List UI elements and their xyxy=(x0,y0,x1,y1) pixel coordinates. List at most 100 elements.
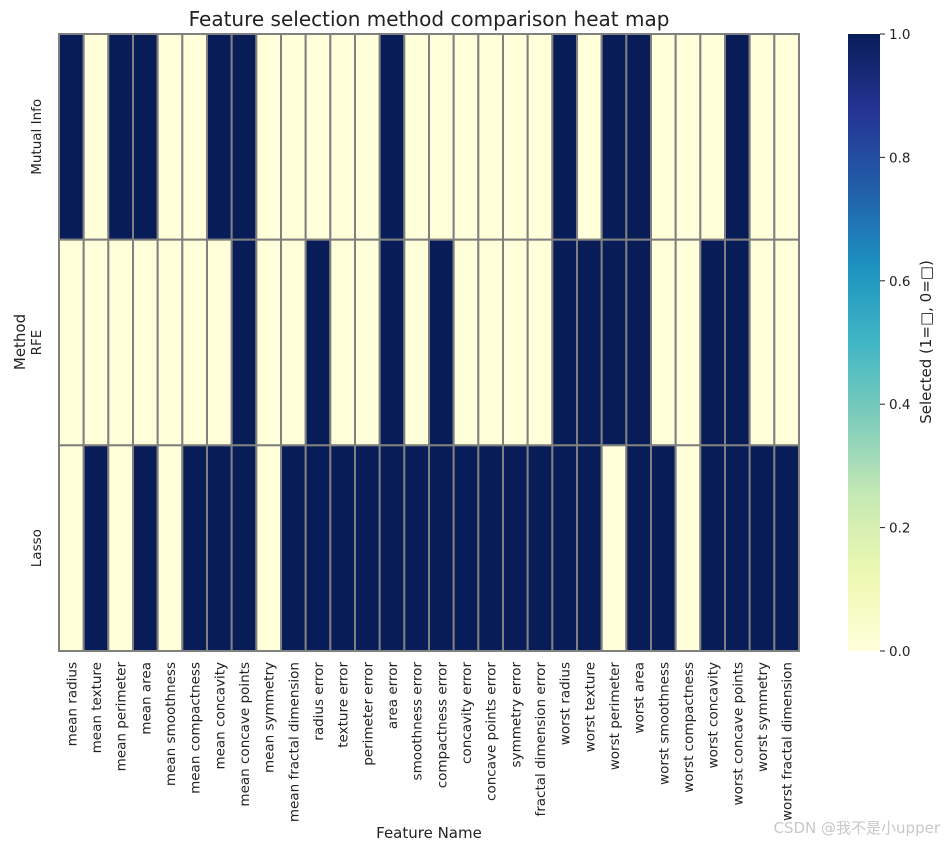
x-tick-label: mean texture xyxy=(89,662,105,753)
heatmap-cell xyxy=(280,33,307,241)
heatmap-cell xyxy=(724,444,751,653)
heatmap-cell xyxy=(650,238,677,447)
heatmap-cell xyxy=(748,33,776,241)
heatmap-cell xyxy=(625,444,652,653)
x-tick-label: concave points error xyxy=(484,662,500,801)
heatmap-cell xyxy=(699,33,726,241)
heatmap-cell xyxy=(82,444,110,653)
heatmap-cell xyxy=(477,33,505,241)
heatmap-cell xyxy=(354,238,381,447)
chart-title: Feature selection method comparison heat… xyxy=(189,7,670,31)
heatmap-cell xyxy=(650,33,677,241)
heatmap-cell xyxy=(724,33,751,241)
colorbar-ticks: 0.0 0.2 0.4 0.6 0.8 1.0 xyxy=(880,27,910,660)
x-tick-label: worst compactness xyxy=(681,662,697,793)
heatmap-cell xyxy=(304,444,332,653)
watermark: CSDN @我不是小upper xyxy=(773,819,940,837)
heatmap-cell xyxy=(551,33,578,241)
x-tick-label: mean concavity xyxy=(212,662,228,770)
x-tick-label: perimeter error xyxy=(360,662,376,766)
x-tick-label: worst concavity xyxy=(706,662,722,768)
x-tick-label: smoothness error xyxy=(410,662,426,781)
x-tick-labels: mean radius mean texture mean perimeter mea… xyxy=(64,662,795,823)
heatmap-cell xyxy=(748,444,776,653)
heatmap-cell xyxy=(428,444,455,653)
x-tick-label: radius error xyxy=(311,662,327,741)
heatmap-cell xyxy=(502,33,529,241)
y-axis-label: Method xyxy=(11,314,29,370)
heatmap-cell xyxy=(674,33,702,241)
heatmap-cell xyxy=(329,33,357,241)
heatmap-cell xyxy=(181,238,208,447)
heatmap-cell xyxy=(230,238,258,447)
heatmap-cell xyxy=(600,238,628,447)
x-tick-label: worst fractal dimension xyxy=(780,662,796,821)
heatmap-cell xyxy=(452,238,480,447)
heatmap-cell xyxy=(526,33,554,241)
heatmap-cell xyxy=(477,238,505,447)
x-tick-label: worst radius xyxy=(558,662,574,745)
heatmap-cell xyxy=(773,33,800,241)
heatmap-cell xyxy=(452,444,480,653)
x-tick-label: worst concave points xyxy=(730,662,746,805)
colorbar-tick-label: 0.0 xyxy=(889,644,910,660)
heatmap-cell xyxy=(748,238,776,447)
y-tick-labels: Mutual Info RFE Lasso xyxy=(29,99,45,567)
heatmap-cell xyxy=(107,33,135,241)
x-tick-label: mean radius xyxy=(64,662,80,746)
y-tick-label: Mutual Info xyxy=(29,99,45,175)
heatmap-cell xyxy=(600,33,628,241)
heatmap-cell xyxy=(576,444,603,653)
y-tick-label: RFE xyxy=(29,330,45,356)
colorbar-tick-label: 0.6 xyxy=(889,274,910,290)
heatmap-cell xyxy=(477,444,505,653)
x-tick-label: mean compactness xyxy=(188,662,204,794)
y-tick-label: Lasso xyxy=(29,529,45,567)
x-tick-label: fractal dimension error xyxy=(533,662,549,817)
heatmap-cells xyxy=(58,33,800,653)
heatmap-cell xyxy=(132,238,159,447)
heatmap-cell xyxy=(58,33,85,241)
x-tick-label: texture error xyxy=(336,662,352,748)
heatmap-cell xyxy=(526,238,554,447)
heatmap-cell xyxy=(378,33,406,241)
heatmap-cell xyxy=(280,238,307,447)
heatmap-cell xyxy=(206,238,233,447)
heatmap-cell xyxy=(773,444,800,653)
heatmap-cell xyxy=(58,444,85,653)
heatmap-cell xyxy=(551,444,578,653)
heatmap-cell xyxy=(773,238,800,447)
x-tick-label: mean fractal dimension xyxy=(286,662,302,822)
x-tick-label: worst texture xyxy=(582,662,598,752)
heatmap-cell xyxy=(650,444,677,653)
heatmap-cell xyxy=(674,238,702,447)
heatmap-cell xyxy=(625,238,652,447)
heatmap-cell xyxy=(329,238,357,447)
heatmap-cell xyxy=(304,33,332,241)
x-tick-label: mean smoothness xyxy=(163,662,179,786)
heatmap-cell xyxy=(576,33,603,241)
heatmap-cell xyxy=(181,33,208,241)
heatmap-cell xyxy=(403,33,431,241)
colorbar-tick-label: 1.0 xyxy=(889,27,910,43)
heatmap-cell xyxy=(82,238,110,447)
heatmap-cell xyxy=(304,238,332,447)
x-tick-label: symmetry error xyxy=(508,662,524,768)
heatmap-cell xyxy=(502,444,529,653)
heatmap-cell xyxy=(58,238,85,447)
x-tick-label: area error xyxy=(385,662,401,730)
heatmap-cell xyxy=(378,238,406,447)
heatmap-cell xyxy=(107,444,135,653)
heatmap-cell xyxy=(699,238,726,447)
x-tick-label: compactness error xyxy=(434,662,450,789)
heatmap-cell xyxy=(378,444,406,653)
heatmap-cell xyxy=(428,33,455,241)
heatmap-cell xyxy=(181,444,208,653)
heatmap-cell xyxy=(82,33,110,241)
colorbar-tick-label: 0.8 xyxy=(889,150,910,166)
heatmap-cell xyxy=(354,33,381,241)
x-tick-label: worst area xyxy=(632,662,648,734)
heatmap-cell xyxy=(132,33,159,241)
heatmap-cell xyxy=(674,444,702,653)
heatmap-cell xyxy=(403,444,431,653)
